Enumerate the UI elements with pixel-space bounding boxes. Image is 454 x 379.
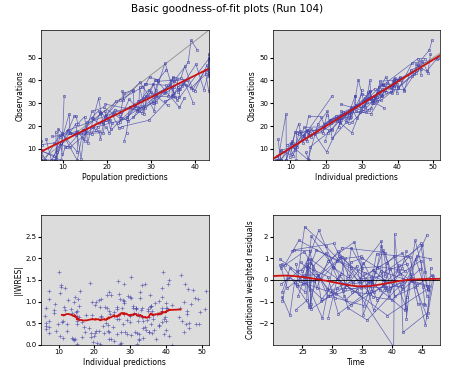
X-axis label: Individual predictions: Individual predictions xyxy=(84,358,166,367)
X-axis label: Population predictions: Population predictions xyxy=(82,173,168,182)
Y-axis label: Conditional weighted residuals: Conditional weighted residuals xyxy=(246,221,255,339)
Y-axis label: Observations: Observations xyxy=(16,70,25,121)
X-axis label: Time: Time xyxy=(347,358,366,367)
Text: Basic goodness-of-fit plots (Run 104): Basic goodness-of-fit plots (Run 104) xyxy=(131,4,323,14)
X-axis label: Individual predictions: Individual predictions xyxy=(315,173,398,182)
Y-axis label: |IWRES|: |IWRES| xyxy=(14,265,23,295)
Y-axis label: Observations: Observations xyxy=(247,70,257,121)
